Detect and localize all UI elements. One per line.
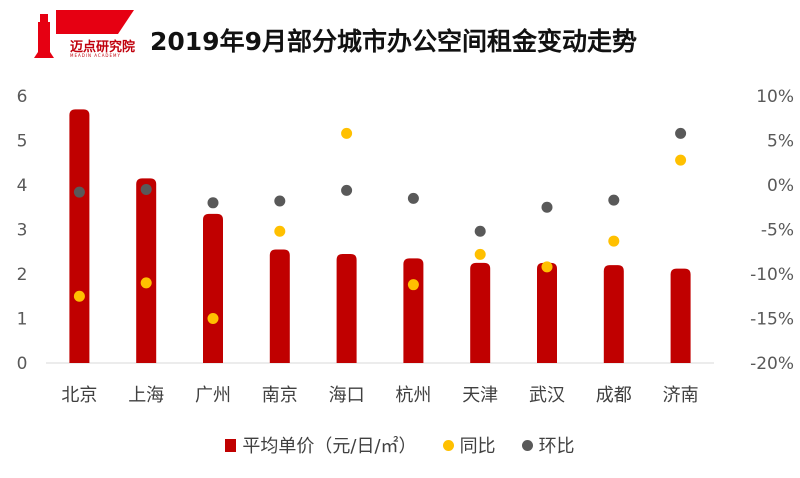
x-tick-label-0: 北京: [61, 385, 97, 406]
bar-1: [136, 178, 157, 363]
logo-subtext: MEADIN ACADEMY: [70, 53, 121, 58]
x-tick-label-5: 杭州: [395, 385, 431, 406]
legend-item-price: 平均单价（元/日/㎡）: [225, 432, 417, 458]
logo-text: 迈点研究院: [70, 40, 136, 55]
bar-6: [470, 262, 491, 363]
legend-label-yoy: 同比: [459, 436, 496, 457]
y-left-tick-label: 4: [17, 176, 28, 196]
x-tick-label-3: 南京: [262, 385, 298, 406]
legend-swatch-mom: [521, 439, 533, 451]
mom-point-8: [608, 194, 620, 206]
bar-3: [269, 249, 290, 363]
y-right-tick-label: 0%: [767, 176, 794, 196]
yoy-point-3: [274, 225, 286, 237]
legend-item-yoy: 同比: [442, 432, 496, 458]
legend-label-price: 平均单价（元/日/㎡）: [242, 436, 417, 457]
x-tick-label-7: 武汉: [529, 385, 565, 406]
y-right-tick-label: 5%: [767, 132, 794, 152]
y-left-tick-label: 6: [17, 87, 28, 107]
mom-point-6: [474, 225, 486, 237]
logo: 迈点研究院 MEADIN ACADEMY: [18, 8, 136, 60]
bar-0: [69, 109, 90, 363]
mom-point-0: [73, 186, 85, 198]
mom-point-9: [675, 127, 687, 139]
mom-point-7: [541, 201, 553, 213]
yoy-point-6: [474, 248, 486, 260]
y-left-tick-label: 5: [17, 132, 28, 152]
mom-point-4: [341, 184, 353, 196]
yoy-point-1: [140, 277, 152, 289]
bar-4: [336, 253, 357, 363]
yoy-point-5: [407, 279, 419, 291]
yoy-point-0: [73, 290, 85, 302]
mom-point-5: [407, 192, 419, 204]
y-right-tick-label: -5%: [761, 221, 794, 241]
yoy-point-7: [541, 261, 553, 273]
y-right-tick-label: -20%: [750, 354, 794, 374]
legend-label-mom: 环比: [538, 436, 575, 457]
yoy-point-8: [608, 235, 620, 247]
yoy-point-4: [341, 127, 353, 139]
x-tick-label-9: 济南: [663, 385, 699, 406]
x-tick-label-1: 上海: [128, 385, 164, 406]
bar-7: [537, 262, 557, 363]
y-right-tick-label: -10%: [750, 265, 794, 285]
legend: 平均单价（元/日/㎡） 同比 环比: [0, 432, 800, 458]
bar-9: [670, 268, 691, 363]
mom-point-3: [274, 195, 286, 207]
x-tick-label-8: 成都: [596, 385, 632, 406]
x-tick-label-2: 广州: [195, 385, 231, 406]
y-left-tick-label: 3: [17, 221, 28, 241]
chart-title: 2019年9月部分城市办公空间租金变动走势: [150, 27, 637, 56]
legend-swatch-yoy: [442, 439, 454, 451]
bar-5: [403, 258, 424, 363]
y-left-tick-label: 0: [17, 354, 28, 374]
y-right-tick-label: -15%: [750, 310, 794, 330]
bar-2: [203, 213, 223, 363]
bar-8: [603, 265, 624, 363]
y-left-tick-label: 2: [17, 265, 28, 285]
mom-point-2: [207, 197, 219, 209]
mom-point-1: [140, 183, 152, 195]
yoy-point-9: [675, 154, 687, 166]
x-tick-label-6: 天津: [462, 385, 498, 406]
x-tick-label-4: 海口: [329, 385, 365, 406]
yoy-point-2: [207, 313, 219, 324]
y-right-tick-label: 10%: [756, 87, 794, 107]
legend-swatch-price: [225, 438, 237, 452]
logo-mark: [34, 10, 134, 58]
legend-item-mom: 环比: [521, 432, 575, 458]
y-left-tick-label: 1: [17, 310, 28, 330]
